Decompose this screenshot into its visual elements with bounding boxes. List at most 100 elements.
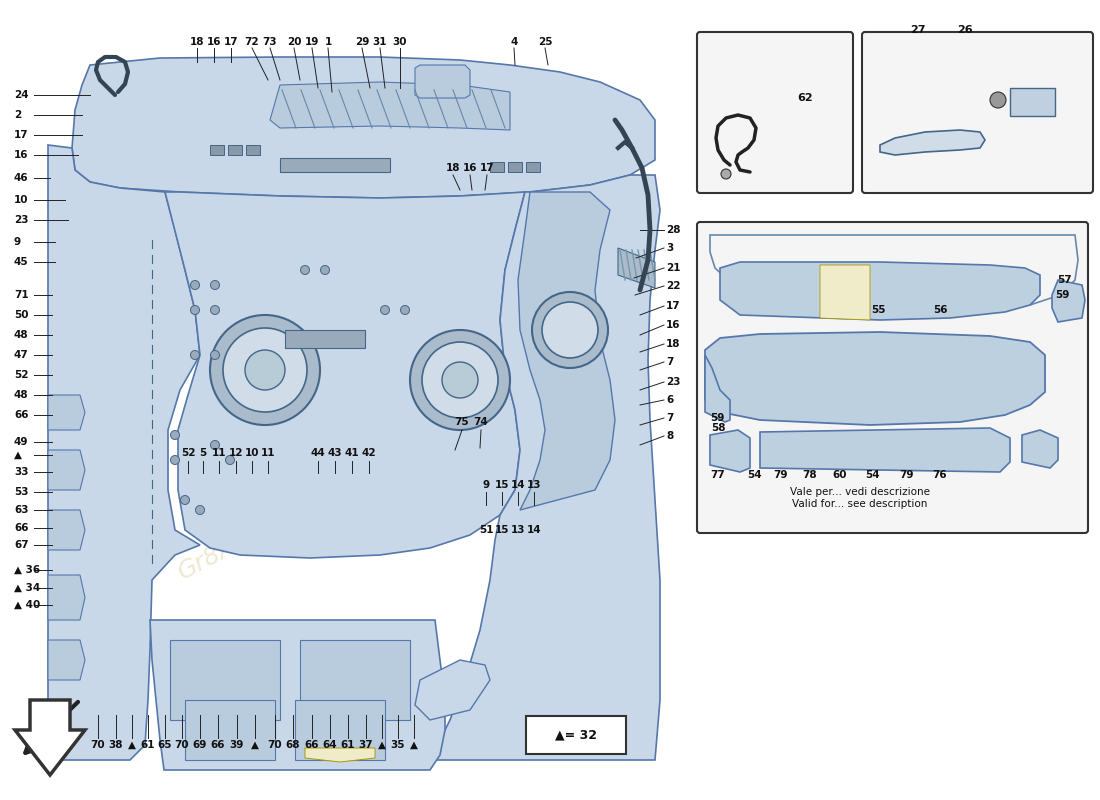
Text: 7: 7 [666,357,673,367]
Text: 70: 70 [90,740,106,750]
Circle shape [223,328,307,412]
Circle shape [410,330,510,430]
Circle shape [190,306,199,314]
Text: 66: 66 [14,410,29,420]
Text: 67: 67 [14,540,29,550]
Text: Vale per... vedi descrizione: Vale per... vedi descrizione [790,487,930,497]
Polygon shape [1022,430,1058,468]
Text: ▲ 40: ▲ 40 [14,600,41,610]
Circle shape [300,266,309,274]
Text: 45: 45 [14,257,29,267]
Text: Gr8AutoParts.com: Gr8AutoParts.com [174,456,386,584]
Text: 17: 17 [480,163,494,173]
Text: 70: 70 [267,740,283,750]
Text: 27: 27 [911,25,926,35]
Text: 75: 75 [454,417,470,427]
Text: 14: 14 [527,525,541,535]
Text: 10: 10 [244,448,260,458]
Text: 30: 30 [393,37,407,47]
Text: 35: 35 [390,740,405,750]
Text: 59: 59 [1055,290,1069,300]
Text: 56: 56 [933,305,947,315]
Text: ▲ 34: ▲ 34 [14,583,41,593]
Text: 79: 79 [899,470,913,480]
Bar [526,162,540,172]
Text: 55: 55 [871,305,886,315]
Text: 3: 3 [666,243,673,253]
Text: 57: 57 [1058,275,1072,285]
Polygon shape [518,192,615,510]
Text: 11: 11 [211,448,227,458]
Text: 5: 5 [199,448,207,458]
Text: ▲: ▲ [251,740,258,750]
Circle shape [442,362,478,398]
Text: 64: 64 [322,740,338,750]
Text: 15: 15 [495,525,509,535]
Text: Valid for... see description: Valid for... see description [792,499,927,509]
Polygon shape [705,355,730,422]
Bar [490,162,504,172]
Polygon shape [48,450,85,490]
Text: 18: 18 [666,339,681,349]
Circle shape [245,350,285,390]
Polygon shape [760,428,1010,472]
Text: 16: 16 [14,150,29,160]
Circle shape [210,315,320,425]
Polygon shape [415,660,490,720]
Polygon shape [1052,280,1085,322]
Polygon shape [720,262,1040,320]
Text: 7: 7 [666,413,673,423]
Text: 54: 54 [865,470,879,480]
Circle shape [190,281,199,290]
Text: 12: 12 [229,448,243,458]
Text: ▲= 32: ▲= 32 [556,729,597,742]
Text: 8: 8 [666,431,673,441]
Bar [285,330,365,348]
Text: 49: 49 [14,437,29,447]
Text: 14: 14 [510,480,526,490]
Bar [280,158,390,172]
Polygon shape [48,640,85,680]
Bar [295,700,385,760]
Text: 48: 48 [14,330,29,340]
Circle shape [320,266,330,274]
Text: 69: 69 [192,740,207,750]
Polygon shape [415,65,470,98]
Text: ▲: ▲ [378,740,386,750]
Text: 79: 79 [772,470,788,480]
Text: 16: 16 [463,163,477,173]
Text: 2: 2 [14,110,21,120]
Text: 15: 15 [495,480,509,490]
Text: 41: 41 [344,448,360,458]
Text: 22: 22 [666,281,681,291]
Text: 47: 47 [14,350,29,360]
Text: 77: 77 [711,470,725,480]
Text: 25: 25 [538,37,552,47]
Polygon shape [430,175,660,760]
Bar [508,162,522,172]
Text: 59: 59 [710,413,724,423]
Text: 13: 13 [527,480,541,490]
Text: 9: 9 [14,237,21,247]
Polygon shape [15,700,85,775]
Text: 39: 39 [230,740,244,750]
Text: 31: 31 [373,37,387,47]
Text: ▲: ▲ [128,740,136,750]
Text: 23: 23 [666,377,681,387]
Polygon shape [72,57,654,198]
Text: 51: 51 [478,525,493,535]
Circle shape [210,350,220,359]
Text: 23: 23 [14,215,29,225]
Text: 38: 38 [109,740,123,750]
Text: 71: 71 [14,290,29,300]
Polygon shape [48,145,200,760]
Bar [300,640,410,720]
Circle shape [990,92,1006,108]
Text: 66: 66 [14,523,29,533]
Text: 61: 61 [141,740,155,750]
FancyBboxPatch shape [697,32,852,193]
Polygon shape [710,430,750,472]
Text: 9: 9 [483,480,490,490]
Circle shape [226,455,234,465]
Text: 62: 62 [798,93,813,103]
